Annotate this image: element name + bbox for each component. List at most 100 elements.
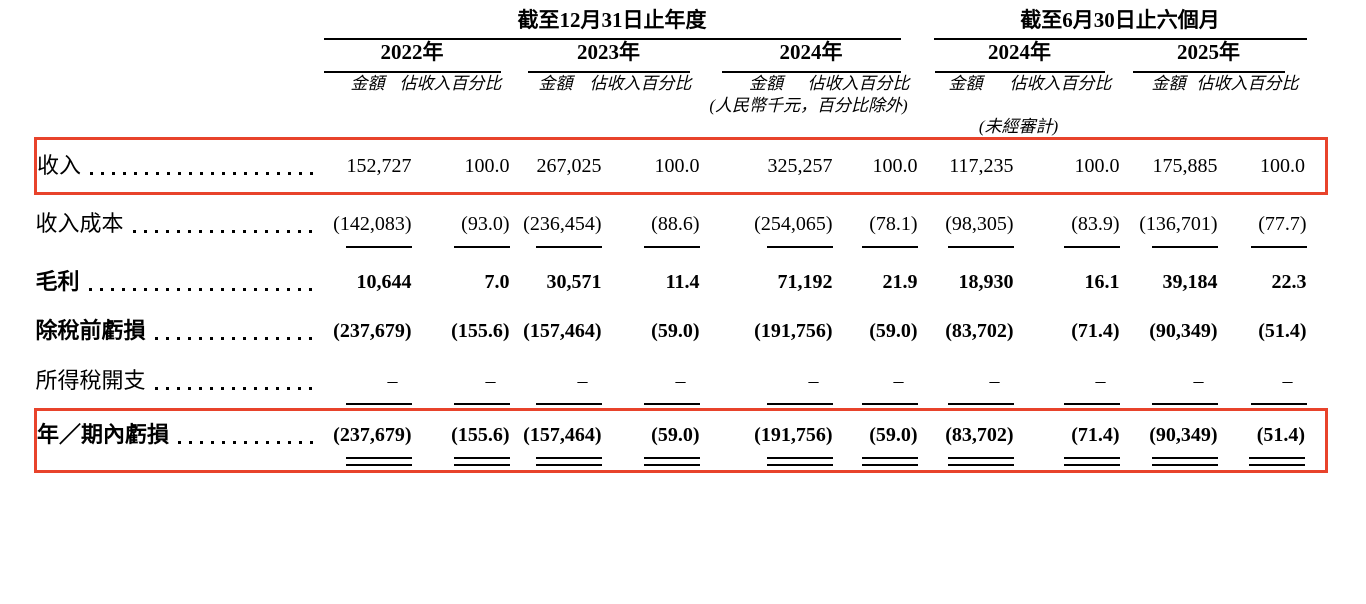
- value-cell: (236,454): [510, 194, 602, 252]
- cell-value: 117,235: [949, 155, 1014, 177]
- underline-rule: [766, 403, 833, 405]
- year-2022-cell: 2022年: [323, 40, 510, 73]
- cell-value: (88.6): [651, 213, 700, 235]
- cell-value: (59.0): [651, 320, 700, 342]
- double-underline-rule: [345, 457, 412, 466]
- cell-value: –: [485, 370, 496, 392]
- value-cell: 39,184: [1120, 251, 1218, 306]
- cell-value: (155.6): [451, 424, 510, 446]
- value-cell: (136,701): [1120, 194, 1218, 252]
- underline-rule: [947, 246, 1014, 248]
- cell-value: (77.7): [1258, 213, 1307, 235]
- table-row: 收入成本 (142,083) (93.0) (236,454) (88.6) (254,0…: [36, 194, 1327, 252]
- row-label: 所得稅開支: [35, 368, 146, 393]
- value-cell: –: [602, 355, 700, 410]
- value-cell: (155.6): [412, 306, 509, 355]
- cell-value: (254,065): [754, 213, 833, 235]
- value-cell: –: [510, 355, 602, 410]
- year-2024-label: 2024年: [721, 40, 901, 73]
- value-cell: 267,025: [509, 137, 602, 195]
- table-row-highlighted: 收入 152,727 100.0 267,025 100.0 325,257 100.0 11…: [34, 137, 1329, 195]
- double-underline-rule: [861, 457, 918, 466]
- value-cell: 117,235: [917, 137, 1014, 195]
- dot-leader: [132, 230, 318, 233]
- cell-value: 11.4: [665, 271, 700, 293]
- double-underline-rule: [535, 457, 602, 466]
- cell-value: (83,702): [945, 424, 1014, 446]
- row-label: 毛利: [35, 269, 80, 294]
- dot-leader: [154, 387, 318, 390]
- spacer-cell: [918, 95, 1327, 116]
- underline-rule: [453, 403, 510, 405]
- value-cell: 30,571: [510, 251, 602, 306]
- value-cell: –: [412, 355, 510, 410]
- value-cell: (83,702): [918, 306, 1013, 355]
- value-cell: (83,702): [917, 408, 1014, 473]
- value-cell: (93.0): [412, 194, 510, 252]
- period-group-row: 截至12月31日止年度 截至6月30日止六個月: [36, 8, 1327, 40]
- cell-value: 71,192: [777, 271, 833, 293]
- row-label: 年／期內虧損: [37, 422, 170, 447]
- financial-summary-page: 截至12月31日止年度 截至6月30日止六個月 2022年 2023年 2024…: [0, 8, 1366, 604]
- cell-value: 21.9: [882, 271, 918, 293]
- double-underline-rule: [453, 457, 510, 466]
- double-underline-rule: [947, 457, 1014, 466]
- table-body: 收入 152,727 100.0 267,025 100.0 325,257 100.0 11…: [34, 137, 1329, 473]
- row-label-cell: 毛利: [36, 251, 324, 306]
- row-label: 收入成本: [35, 211, 124, 236]
- financial-table: 截至12月31日止年度 截至6月30日止六個月 2022年 2023年 2024…: [34, 8, 1329, 473]
- percent-header-text: 佔收入百分比: [807, 74, 910, 93]
- cell-value: –: [577, 370, 588, 392]
- underline-rule: [1151, 403, 1218, 405]
- value-cell: (78.1): [833, 194, 918, 252]
- cell-value: 16.1: [1084, 271, 1120, 293]
- value-cell: (59.0): [601, 408, 700, 473]
- cell-value: (191,756): [754, 424, 833, 446]
- value-cell: 100.0: [832, 137, 918, 195]
- underline-rule: [1151, 246, 1218, 248]
- year-header-row: 2022年 2023年 2024年 2024年 2025年: [36, 40, 1327, 73]
- percent-header-text: 佔收入百分比: [1009, 74, 1112, 93]
- cell-value: –: [893, 370, 904, 392]
- year-2023-label: 2023年: [527, 40, 690, 73]
- amount-header: 金額: [749, 74, 783, 93]
- cell-value: (71.4): [1071, 424, 1120, 446]
- cell-value: (236,454): [523, 213, 602, 235]
- group-interim-label: 截至6月30日止六個月: [933, 8, 1307, 40]
- value-cell: (59.0): [833, 306, 917, 355]
- value-cell: –: [833, 355, 918, 410]
- value-cell: (237,679): [323, 408, 412, 473]
- value-cell: (51.4): [1218, 306, 1327, 355]
- cell-value: 7.0: [484, 271, 510, 293]
- group-annual-cell: 截至12月31日止年度: [323, 8, 918, 40]
- amount-header: 金額: [538, 74, 573, 93]
- interim-2024-cell: 2024年: [918, 40, 1120, 73]
- unaudited-note-row: (未經審計): [36, 116, 1327, 139]
- value-cell: (142,083): [324, 194, 412, 252]
- cell-value: 30,571: [546, 271, 602, 293]
- cell-value: 152,727: [346, 155, 412, 177]
- spacer-cell: [36, 73, 324, 95]
- cell-value: (142,083): [333, 213, 412, 235]
- interim-2025-cell: 2025年: [1120, 40, 1327, 73]
- cell-value: 175,885: [1152, 155, 1218, 177]
- amount-header: 金額: [1151, 74, 1186, 93]
- cell-value: (157,464): [523, 424, 602, 446]
- underline-rule: [535, 246, 602, 248]
- double-underline-rule: [1151, 457, 1218, 466]
- cell-value: –: [675, 370, 686, 392]
- interim-2025-label: 2025年: [1132, 40, 1285, 73]
- value-cell: (237,679): [324, 306, 411, 355]
- cell-value: (78.1): [869, 213, 918, 235]
- cell-value: –: [1282, 370, 1293, 392]
- percent-header: 佔收入百分比: [1197, 73, 1327, 95]
- underline-rule: [1250, 403, 1307, 405]
- value-cell: (155.6): [411, 408, 510, 473]
- row-label: 收入: [37, 153, 82, 178]
- cell-value: 325,257: [767, 155, 833, 177]
- value-cell: (191,756): [699, 408, 833, 473]
- percent-header-text: 佔收入百分比: [589, 74, 692, 93]
- year-2023-cell: 2023年: [510, 40, 700, 73]
- row-label-cell: 收入: [34, 137, 324, 195]
- value-cell: –: [700, 355, 833, 410]
